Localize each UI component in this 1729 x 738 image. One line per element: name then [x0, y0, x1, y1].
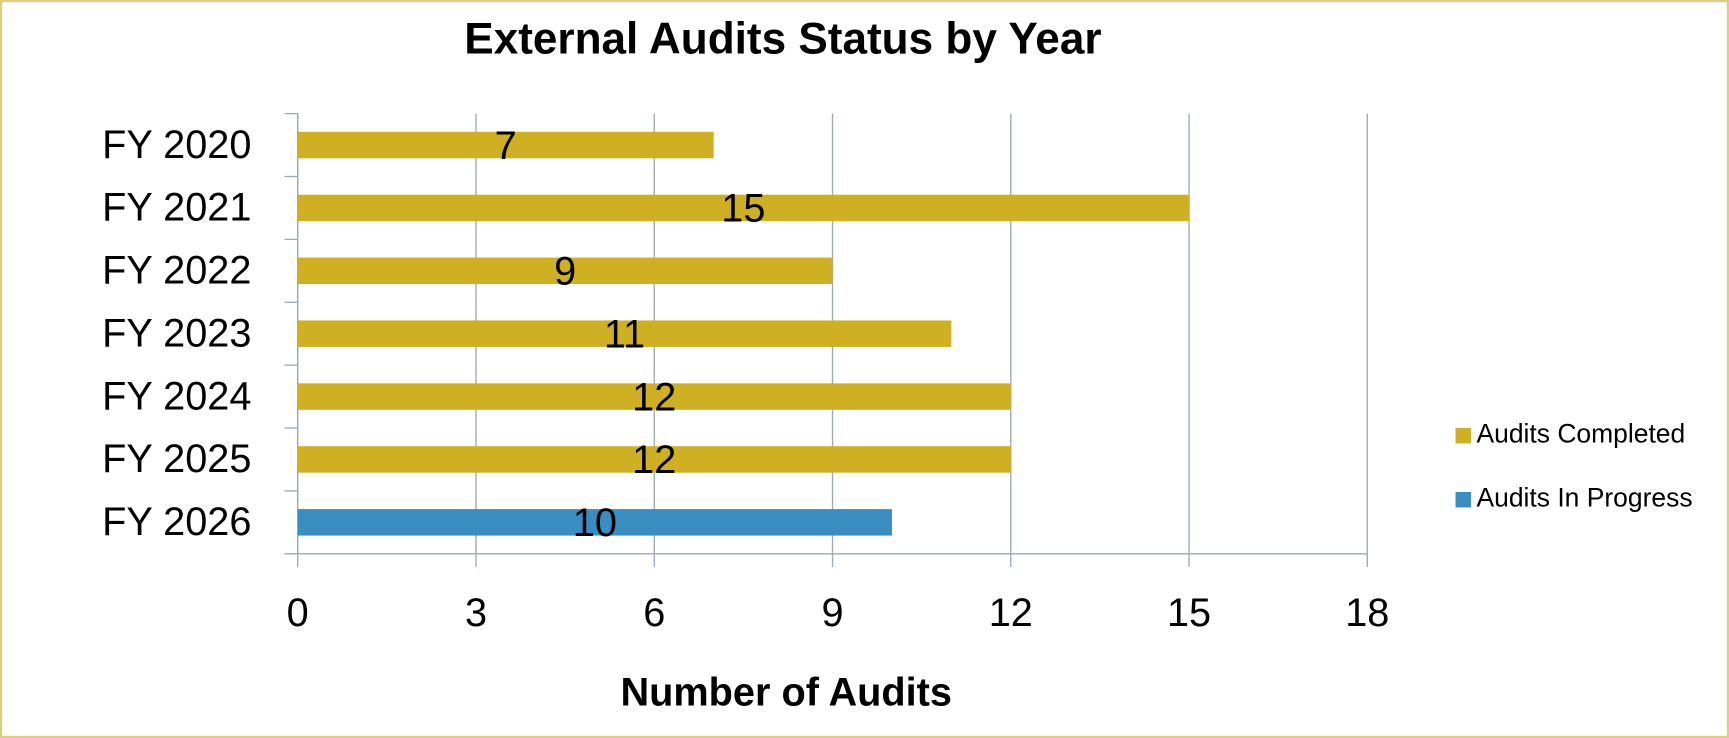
bar	[297, 131, 714, 159]
bar	[297, 383, 1011, 410]
y-tick-label: FY 2020	[102, 123, 251, 167]
y-tick-label: FY 2025	[102, 437, 251, 481]
legend-label: Audits Completed	[1476, 419, 1685, 449]
legend-swatch	[1455, 492, 1471, 508]
bar	[297, 194, 1190, 222]
y-tick-label: FY 2022	[102, 249, 251, 293]
legend-swatch	[1455, 428, 1471, 444]
chart-title: External Audits Status by Year	[464, 15, 1101, 64]
data-label: 7	[495, 124, 517, 168]
data-label: 10	[573, 501, 617, 545]
data-label: 11	[604, 312, 645, 356]
x-tick-label: 6	[643, 591, 665, 635]
bar	[297, 257, 833, 285]
legend-label: Audits In Progress	[1476, 483, 1692, 513]
y-tick-label: FY 2026	[102, 500, 251, 544]
x-axis-label: Number of Audits	[621, 670, 952, 714]
x-tick-label: 15	[1167, 591, 1211, 635]
bar	[297, 446, 1011, 473]
x-tick-label: 12	[989, 591, 1033, 635]
x-tick-label: 9	[821, 591, 843, 635]
data-label: 12	[632, 375, 676, 419]
x-tick-label: 18	[1345, 591, 1389, 635]
y-tick-label: FY 2023	[102, 311, 251, 355]
data-label: 12	[632, 438, 676, 482]
y-tick-label: FY 2021	[102, 186, 251, 230]
bar	[297, 320, 952, 347]
bar	[297, 509, 892, 536]
x-tick-label: 3	[465, 591, 487, 635]
y-tick-label: FY 2024	[102, 374, 251, 418]
x-tick-label: 0	[287, 591, 309, 635]
data-label: 9	[554, 250, 576, 294]
data-label: 15	[721, 187, 765, 231]
